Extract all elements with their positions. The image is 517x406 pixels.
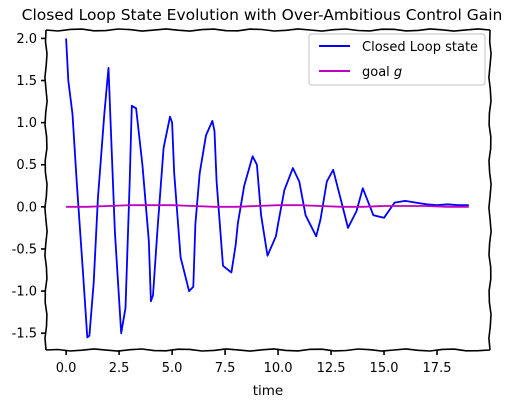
chart-title: Closed Loop State Evolution with Over-Am… <box>22 6 503 24</box>
series-line-closed-loop-state <box>65 38 469 339</box>
y-tick-label: 1.5 <box>16 74 37 89</box>
legend-label-goal-prefix: goal <box>362 65 394 80</box>
legend-label-goal-g: goal g <box>362 65 402 80</box>
x-tick-label: 12.5 <box>317 361 346 376</box>
x-tick-label: 17.5 <box>423 361 452 376</box>
plot-frame <box>44 28 492 352</box>
y-tick-label: -1.5 <box>12 327 37 342</box>
y-tick-label: 0.5 <box>16 158 37 173</box>
x-tick-label: 15.0 <box>370 361 399 376</box>
y-tick-label: 2.0 <box>16 32 37 47</box>
x-tick-label: 7.5 <box>215 361 236 376</box>
legend-box <box>308 33 486 86</box>
x-tick-label: 10.0 <box>264 361 293 376</box>
legend: Closed Loop state goal g <box>308 33 486 86</box>
x-axis-ticks: 0.0 2.5 5.0 7.5 10.0 12.5 15.0 17.5 <box>56 350 452 376</box>
x-axis-label: time <box>253 383 284 399</box>
series-line-goal-g <box>66 204 469 208</box>
legend-label-goal-symbol: g <box>394 65 402 80</box>
y-tick-label: 1.0 <box>16 116 37 131</box>
x-tick-label: 2.5 <box>109 361 130 376</box>
x-tick-label: 0.0 <box>56 361 77 376</box>
y-tick-label: -0.5 <box>12 242 37 257</box>
x-tick-label: 5.0 <box>162 361 183 376</box>
y-tick-label: -1.0 <box>12 285 37 300</box>
y-axis-ticks: -1.5 -1.0 -0.5 0.0 0.5 1.0 1.5 2.0 <box>12 32 46 342</box>
legend-label-closed-loop-state: Closed Loop state <box>362 40 478 55</box>
y-tick-label: 0.0 <box>16 200 37 215</box>
